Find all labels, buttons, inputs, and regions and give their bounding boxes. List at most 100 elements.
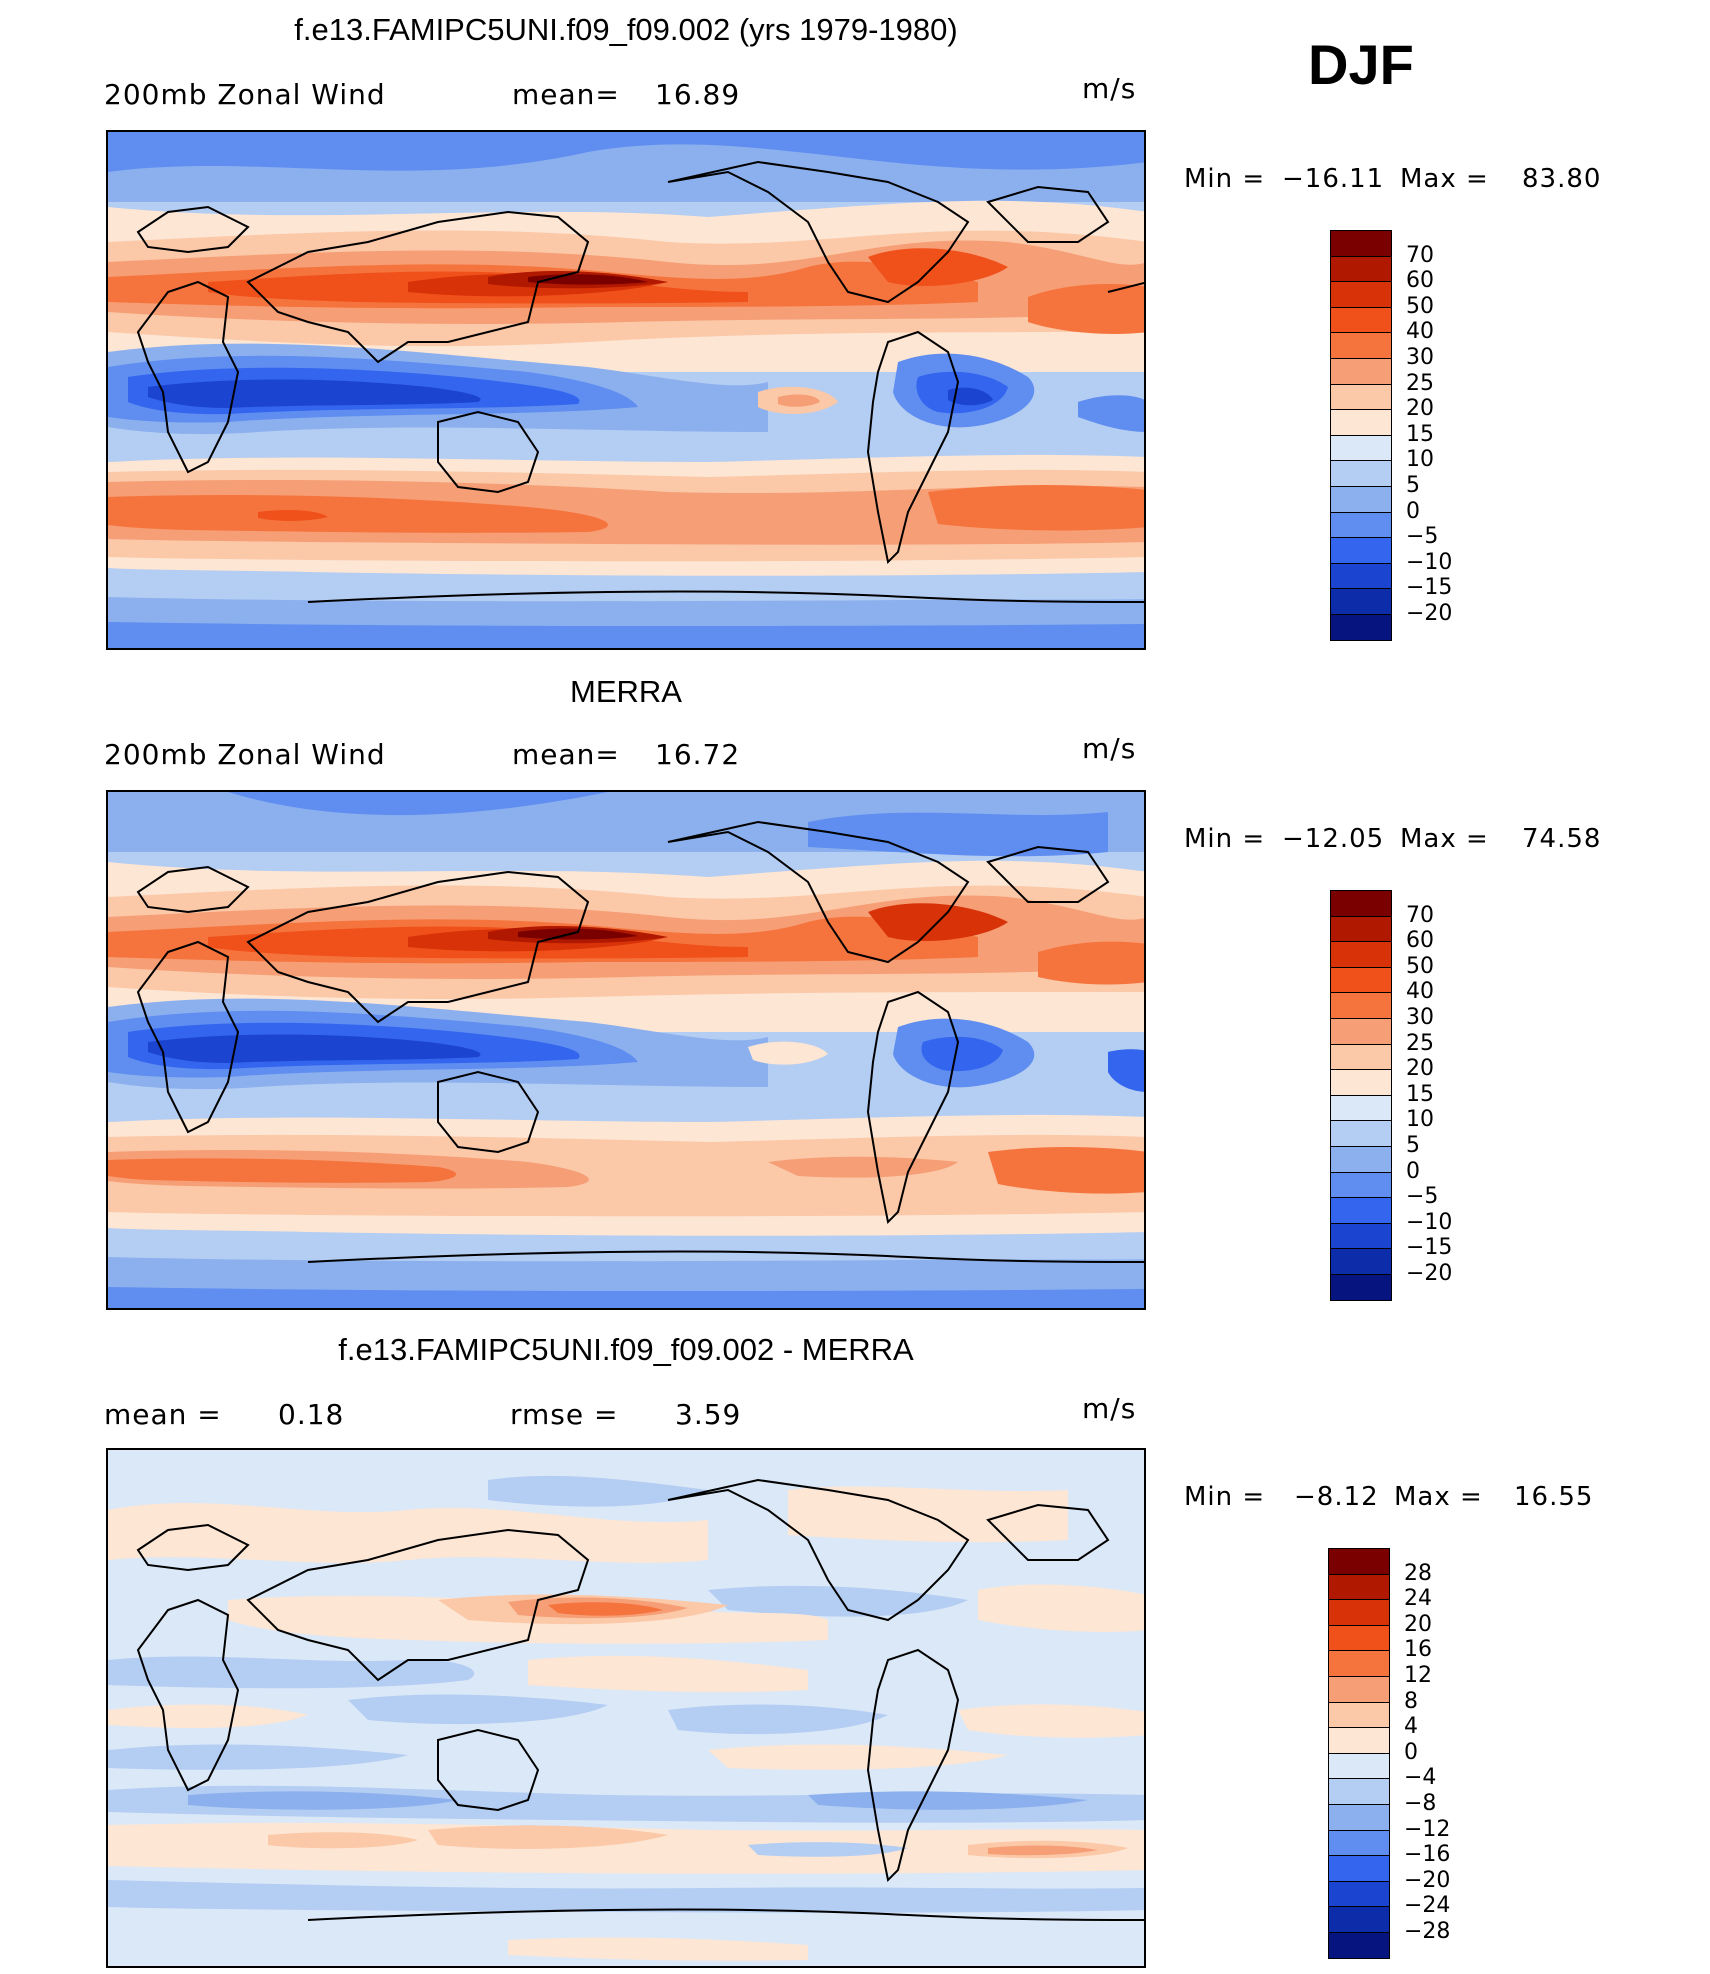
colorbar-box: [1330, 332, 1392, 359]
panel-2-units: m/s: [1082, 732, 1137, 765]
panel-2-max-value: 74.58: [1522, 824, 1602, 854]
colorbar-box: [1328, 1829, 1390, 1857]
colorbar-box: [1328, 1880, 1390, 1908]
colorbar-tick-label: −15: [1406, 1235, 1453, 1261]
colorbar-tick-label: 40: [1406, 979, 1434, 1005]
panel-3-stat-label: mean =: [104, 1398, 222, 1431]
colorbar-tick-label: 5: [1406, 1133, 1420, 1158]
panel-3-title: f.e13.FAMIPC5UNI.f09_f09.002 - MERRA: [338, 1332, 914, 1367]
colorbar-box: [1328, 1701, 1390, 1729]
colorbar-box: [1330, 915, 1392, 943]
colorbar-box: [1330, 562, 1392, 590]
colorbar-tick-label: −20: [1406, 601, 1453, 626]
panel-1-units: m/s: [1082, 72, 1137, 105]
colorbar-tick-label: −24: [1404, 1893, 1451, 1919]
panel-2-subtitle: 200mb Zonal Wind: [104, 738, 386, 771]
panel-1-max-value: 83.80: [1522, 164, 1602, 194]
colorbar-tick-label: 5: [1406, 473, 1420, 498]
panel-3-map-field: [108, 1450, 1144, 1966]
panel-3-stat-value: 0.18: [278, 1398, 345, 1431]
colorbar-tick-label: 60: [1406, 268, 1434, 294]
colorbar-box: [1330, 306, 1392, 334]
panel-3-min-label: Min =: [1184, 1482, 1266, 1512]
colorbar-box: [1330, 460, 1392, 487]
colorbar-tick-label: 25: [1406, 370, 1434, 396]
colorbar-tick-label: 15: [1406, 421, 1434, 447]
panel-3-min-value: −8.12: [1294, 1482, 1379, 1512]
colorbar-tick-label: −20: [1406, 1261, 1453, 1286]
colorbar-box: [1330, 358, 1392, 385]
panel-2-stat-label: mean=: [512, 738, 620, 771]
colorbar-box: [1330, 1018, 1392, 1045]
colorbar-tick-label: 50: [1406, 293, 1434, 319]
colorbar-box: [1330, 281, 1392, 308]
panel-3-stat2-label: rmse =: [510, 1398, 619, 1431]
colorbar-box: [1330, 1197, 1392, 1224]
colorbar-box: [1328, 1599, 1390, 1626]
panel-3-stat2-value: 3.59: [675, 1398, 742, 1431]
colorbar-tick-label: −8: [1404, 1791, 1437, 1816]
colorbar-tick-label: 0: [1406, 498, 1420, 524]
panel-1-stat-label: mean=: [512, 78, 620, 111]
colorbar-box: [1328, 1573, 1390, 1601]
panel-2-stat-value: 16.72: [655, 738, 741, 771]
colorbar-box: [1330, 511, 1392, 539]
panel-2-min-value: −12.05: [1282, 824, 1385, 854]
colorbar-tick-label: 10: [1406, 1107, 1434, 1133]
colorbar-tick-label: −16: [1404, 1842, 1451, 1868]
panel-3-units: m/s: [1082, 1392, 1137, 1425]
colorbar-box: [1330, 255, 1392, 283]
colorbar-box: [1330, 1274, 1392, 1301]
colorbar-tick-label: 50: [1406, 953, 1434, 979]
colorbar-box: [1328, 1906, 1390, 1933]
colorbar-tick-label: 8: [1404, 1688, 1418, 1714]
colorbar-box: [1328, 1650, 1390, 1677]
colorbar-box: [1330, 966, 1392, 994]
colorbar-box: [1328, 1804, 1390, 1831]
colorbar-tick-label: 20: [1406, 396, 1434, 422]
colorbar-box: [1330, 383, 1392, 411]
panel-1-min-label: Min =: [1184, 164, 1266, 194]
panel-3-max-label: Max =: [1394, 1482, 1483, 1512]
colorbar-tick-label: −10: [1406, 1209, 1453, 1235]
colorbar-tick-label: 4: [1404, 1714, 1418, 1740]
colorbar-box: [1330, 1171, 1392, 1199]
colorbar-tick-label: 20: [1404, 1611, 1432, 1637]
panel-2-title: MERRA: [570, 674, 682, 709]
colorbar-box: [1330, 230, 1392, 257]
season-label: DJF: [1308, 33, 1414, 96]
colorbar-box: [1330, 941, 1392, 968]
colorbar-tick-label: 28: [1404, 1560, 1432, 1586]
panel-2-max-label: Max =: [1400, 824, 1489, 854]
colorbar-box: [1328, 1676, 1390, 1703]
colorbar-tick-label: 20: [1406, 1056, 1434, 1082]
colorbar-tick-label: 16: [1404, 1637, 1432, 1663]
colorbar-tick-label: 24: [1404, 1586, 1432, 1612]
colorbar-box: [1330, 409, 1392, 436]
colorbar-box: [1328, 1932, 1390, 1959]
panel-1-map-field: [108, 132, 1144, 648]
colorbar-tick-label: −12: [1404, 1816, 1451, 1842]
colorbar-tick-label: 0: [1406, 1158, 1420, 1184]
colorbar-tick-label: 15: [1406, 1081, 1434, 1107]
panel-2-map-field: [108, 792, 1144, 1308]
colorbar-box: [1330, 1222, 1392, 1250]
colorbar-box: [1330, 890, 1392, 917]
colorbar-box: [1328, 1727, 1390, 1754]
colorbar-tick-label: 70: [1406, 902, 1434, 928]
panel-1-max-label: Max =: [1400, 164, 1489, 194]
colorbar-box: [1330, 1094, 1392, 1122]
colorbar-box: [1328, 1855, 1390, 1882]
colorbar-box: [1330, 1248, 1392, 1275]
colorbar-tick-label: −20: [1404, 1867, 1451, 1893]
panel-2-min-label: Min =: [1184, 824, 1266, 854]
colorbar-box: [1328, 1752, 1390, 1780]
colorbar-box: [1330, 434, 1392, 462]
colorbar-box: [1328, 1624, 1390, 1652]
colorbar-box: [1330, 486, 1392, 513]
panel-3-max-value: 16.55: [1514, 1482, 1594, 1512]
colorbar-box: [1330, 614, 1392, 641]
panel-1-map: [106, 130, 1146, 650]
colorbar-tick-label: 0: [1404, 1739, 1418, 1765]
colorbar-box: [1328, 1548, 1390, 1575]
